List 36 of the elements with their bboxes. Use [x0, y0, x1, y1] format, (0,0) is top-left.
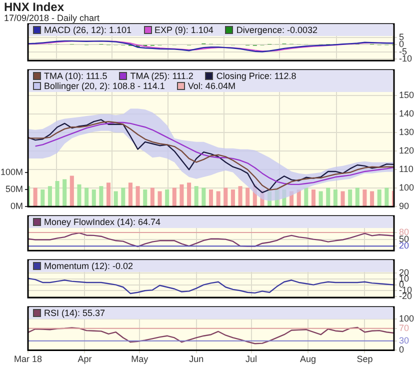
y-tick-label: 100 — [399, 313, 414, 324]
legend-label: MACD (26, 12): 1.101 — [44, 25, 132, 35]
chart-title: HNX Index — [4, 0, 64, 14]
y2-tick-label: 0M — [10, 201, 23, 212]
x-tick-label: Jul — [246, 354, 258, 364]
y-tick-label: 70 — [399, 322, 410, 333]
y-tick-label: -10 — [399, 54, 412, 64]
chart-subtitle: 17/09/2018 - Daily chart — [4, 13, 100, 23]
y-tick-label: 0 — [399, 344, 404, 355]
y-tick-label: 140 — [399, 108, 414, 119]
legend-label: TMA (25): 111.2 — [130, 71, 194, 81]
x-tick-label: Aug — [300, 354, 316, 364]
y-tick-label: 100 — [399, 182, 414, 193]
legend-label: Divergence: -0.0032 — [236, 25, 318, 35]
y2-tick-label: 100M — [0, 166, 23, 177]
legend-label: Money FlowIndex (14): 64.74 — [44, 217, 161, 227]
y-tick-label: 120 — [399, 146, 414, 156]
legend-label: RSI (14): 55.37 — [44, 308, 106, 318]
x-tick-label: May — [131, 354, 149, 364]
legend-label: EXP (9): 1.104 — [154, 25, 214, 35]
y-tick-label: 30 — [399, 335, 410, 346]
legend-label: Vol: 46.04M — [188, 81, 236, 91]
y-tick-label: 5 — [399, 32, 404, 42]
legend-label: Momentum (12): -0.02 — [44, 261, 134, 271]
y-tick-label: 90 — [399, 201, 410, 212]
y-tick-label: 110 — [399, 164, 414, 174]
legend-label: Closing Price: 112.8 — [216, 71, 296, 81]
x-tick-label: Jun — [189, 354, 204, 364]
y2-tick-label: 50M — [5, 184, 23, 194]
legend-label: Bollinger (20, 2): 108.8 - 114.1 — [44, 81, 165, 91]
x-tick-label: Sep — [356, 354, 373, 364]
x-tick-label: Mar 18 — [14, 354, 42, 364]
x-tick-label: Apr — [78, 354, 92, 364]
legend-label: TMA (10): 111.5 — [44, 71, 108, 81]
y-tick-label: 130 — [399, 127, 414, 138]
y-tick-label: 150 — [399, 90, 414, 100]
